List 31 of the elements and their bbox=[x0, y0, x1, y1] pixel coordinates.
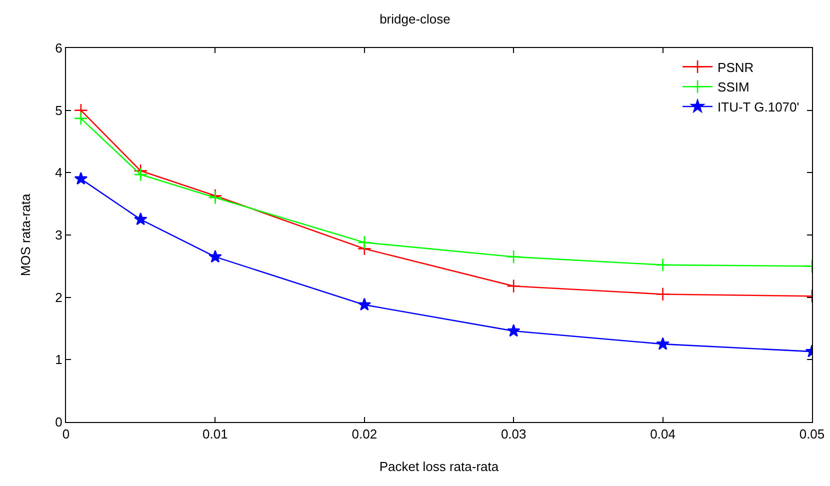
y-tick-label: 6 bbox=[55, 40, 62, 56]
point bbox=[74, 111, 88, 126]
y-tick-label: 1 bbox=[55, 352, 62, 368]
x-tick-label: 0.02 bbox=[352, 426, 378, 442]
y-tick-label: 4 bbox=[55, 165, 62, 180]
x-tick-label: 0.04 bbox=[650, 426, 676, 442]
y-tick-label: 2 bbox=[55, 290, 62, 305]
point bbox=[656, 287, 670, 302]
legend-label: PSNR bbox=[718, 60, 754, 75]
point bbox=[656, 337, 670, 350]
point bbox=[506, 324, 520, 337]
x-tick-label: 0.05 bbox=[799, 426, 825, 442]
point bbox=[358, 298, 372, 311]
x-tick-label: 0.01 bbox=[202, 426, 228, 442]
point bbox=[74, 172, 88, 185]
chart-title: bridge-close bbox=[380, 12, 450, 27]
point bbox=[506, 279, 521, 294]
x-axis-title: Packet loss rata-rata bbox=[379, 459, 500, 474]
point bbox=[357, 236, 372, 250]
point bbox=[208, 250, 222, 263]
y-tick-label: 0 bbox=[55, 414, 62, 430]
point bbox=[134, 168, 148, 182]
y-tick-label: 3 bbox=[55, 228, 62, 243]
y-tick-label: 5 bbox=[55, 102, 62, 118]
point bbox=[506, 250, 521, 264]
x-tick-label: 0.03 bbox=[500, 426, 526, 442]
point bbox=[134, 212, 148, 226]
legend-label: ITU-T G.1070' bbox=[718, 100, 800, 115]
point bbox=[656, 258, 670, 272]
legend-label: SSIM bbox=[718, 80, 750, 95]
y-axis-title: MOS rata-rata bbox=[18, 193, 33, 276]
